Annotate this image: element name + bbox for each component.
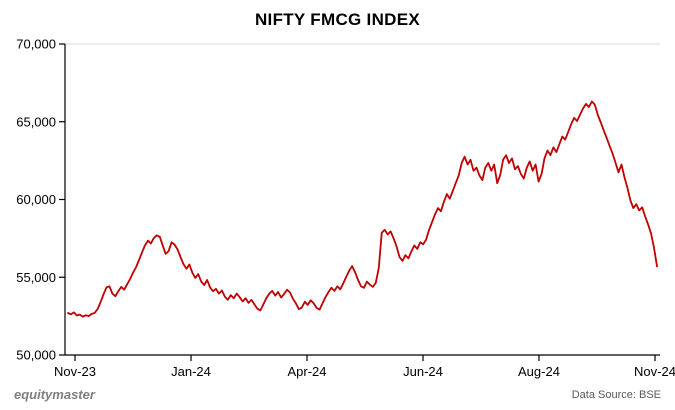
brand-logo: equitymaster [14, 387, 95, 402]
chart-title: NIFTY FMCG INDEX [254, 10, 421, 29]
x-tick-label: Aug-24 [518, 364, 560, 379]
y-tick-label: 65,000 [16, 114, 56, 129]
data-source-label: Data Source: BSE [571, 389, 661, 401]
x-tick-label: Nov-24 [634, 364, 675, 379]
index-price-line [67, 100, 658, 318]
y-tick-label: 70,000 [16, 37, 56, 52]
y-tick-label: 60,000 [16, 192, 56, 207]
x-tick-label: Jan-24 [171, 364, 211, 379]
y-tick-label: 50,000 [16, 348, 56, 363]
x-tick-label: Apr-24 [287, 364, 326, 379]
y-tick-label: 55,000 [16, 270, 56, 285]
x-tick-label: Jun-24 [403, 364, 443, 379]
x-tick-label: Nov-23 [54, 364, 96, 379]
